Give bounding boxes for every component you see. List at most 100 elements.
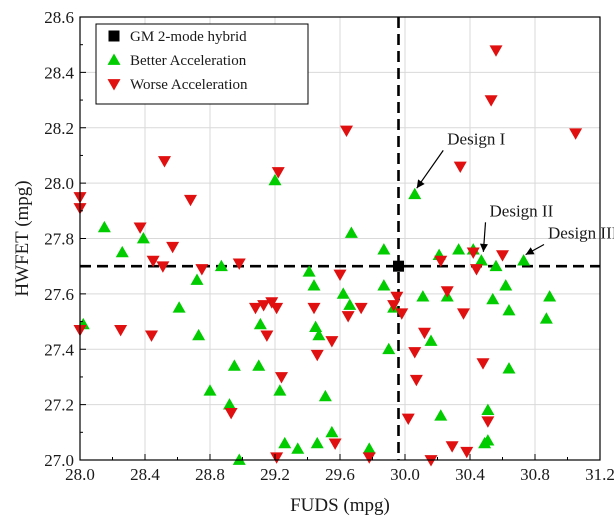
y-tick-label: 28.2	[44, 119, 74, 138]
worse-acceleration-point	[325, 336, 338, 347]
worse-acceleration-point	[355, 303, 368, 314]
worse-acceleration-point	[477, 358, 490, 369]
better-acceleration-point	[233, 454, 246, 465]
y-axis-title: HWFET (mpg)	[12, 180, 33, 296]
better-acceleration-point	[311, 437, 324, 448]
worse-acceleration-point	[145, 331, 158, 342]
y-tick-label: 28.4	[44, 63, 74, 82]
better-acceleration-point	[377, 243, 390, 254]
worse-acceleration-point	[446, 441, 459, 452]
better-acceleration-point	[499, 279, 512, 290]
better-acceleration-point	[382, 343, 395, 354]
gm-2-mode-hybrid-point	[393, 261, 404, 272]
worse-acceleration-point	[311, 350, 324, 361]
better-acceleration-point	[377, 279, 390, 290]
x-tick-label: 30.0	[390, 465, 420, 484]
better-acceleration-point	[254, 318, 267, 329]
y-tick-label: 28.0	[44, 174, 74, 193]
worse-acceleration-point	[425, 455, 438, 466]
better-acceleration-point	[543, 290, 556, 301]
better-acceleration-point	[337, 287, 350, 298]
worse-acceleration-point	[260, 331, 273, 342]
worse-acceleration-point	[334, 270, 347, 281]
better-acceleration-point	[325, 426, 338, 437]
legend-label: Worse Acceleration	[130, 77, 248, 93]
worse-acceleration-point	[233, 259, 246, 270]
better-acceleration-point	[309, 321, 322, 332]
better-acceleration-point	[481, 404, 494, 415]
y-tick-label: 27.4	[44, 340, 74, 359]
better-acceleration-point	[98, 221, 111, 232]
worse-acceleration-point	[460, 447, 473, 458]
better-acceleration-point	[137, 232, 150, 243]
worse-acceleration-point	[481, 416, 494, 427]
better-acceleration-point	[278, 437, 291, 448]
worse-acceleration-point	[408, 347, 421, 358]
worse-acceleration-point	[441, 286, 454, 297]
worse-acceleration-point	[225, 408, 238, 419]
y-tick-label: 28.6	[44, 8, 74, 27]
worse-acceleration-point	[569, 128, 582, 139]
better-acceleration-point	[434, 409, 447, 420]
legend: GM 2-mode hybrid Better Acceleration Worse…	[96, 24, 308, 104]
worse-acceleration-point	[490, 45, 503, 56]
worse-acceleration-point	[270, 303, 283, 314]
better-acceleration-point	[223, 398, 236, 409]
worse-acceleration-point	[402, 414, 415, 425]
annotation-label: Design II	[490, 201, 554, 220]
x-tick-label: 30.4	[455, 465, 485, 484]
x-tick-label: 31.2	[585, 465, 614, 484]
x-tick-label: 29.2	[260, 465, 290, 484]
better-acceleration-point	[173, 301, 186, 312]
x-tick-label: 28.8	[195, 465, 225, 484]
legend-marker	[109, 31, 120, 42]
y-tick-label: 27.0	[44, 451, 74, 470]
x-tick-label: 29.6	[325, 465, 355, 484]
better-acceleration-point	[503, 362, 516, 373]
better-acceleration-point	[452, 243, 465, 254]
better-acceleration-point	[343, 298, 356, 309]
worse-acceleration-point	[114, 325, 127, 336]
annotation-label: Design I	[447, 129, 505, 148]
better-acceleration-point	[425, 334, 438, 345]
worse-acceleration-point	[454, 162, 467, 173]
worse-acceleration-point	[275, 372, 288, 383]
better-acceleration-point	[486, 293, 499, 304]
better-acceleration-point	[116, 246, 129, 257]
worse-acceleration-point	[485, 95, 498, 106]
y-tick-label: 27.8	[44, 230, 74, 249]
data-points	[74, 45, 583, 466]
better-acceleration-point	[475, 254, 488, 265]
y-tick-label: 27.2	[44, 396, 74, 415]
worse-acceleration-point	[470, 264, 483, 275]
better-acceleration-point	[204, 384, 217, 395]
better-acceleration-point	[291, 442, 304, 453]
better-acceleration-point	[228, 359, 241, 370]
better-acceleration-point	[540, 312, 553, 323]
worse-acceleration-point	[410, 375, 423, 386]
annotation-label: Design III	[548, 224, 614, 243]
worse-acceleration-point	[158, 156, 171, 167]
better-acceleration-point	[191, 274, 204, 285]
better-acceleration-point	[252, 359, 265, 370]
worse-acceleration-point	[270, 452, 283, 463]
worse-acceleration-point	[496, 250, 509, 261]
better-acceleration-point	[408, 188, 421, 199]
better-acceleration-point	[517, 254, 530, 265]
better-acceleration-point	[192, 329, 205, 340]
legend-label: GM 2-mode hybrid	[130, 29, 247, 45]
legend-label: Better Acceleration	[130, 53, 247, 69]
x-axis-title: FUDS (mpg)	[290, 495, 390, 516]
annotations: Design I Design II Design III	[417, 129, 614, 254]
worse-acceleration-point	[184, 195, 197, 206]
worse-acceleration-point	[308, 303, 321, 314]
better-acceleration-point	[363, 442, 376, 453]
worse-acceleration-point	[166, 242, 179, 253]
worse-acceleration-point	[195, 264, 208, 275]
worse-acceleration-point	[340, 126, 353, 137]
better-acceleration-point	[345, 226, 358, 237]
worse-acceleration-point	[342, 311, 355, 322]
x-tick-label: 28.4	[130, 465, 160, 484]
worse-acceleration-point	[457, 308, 470, 319]
